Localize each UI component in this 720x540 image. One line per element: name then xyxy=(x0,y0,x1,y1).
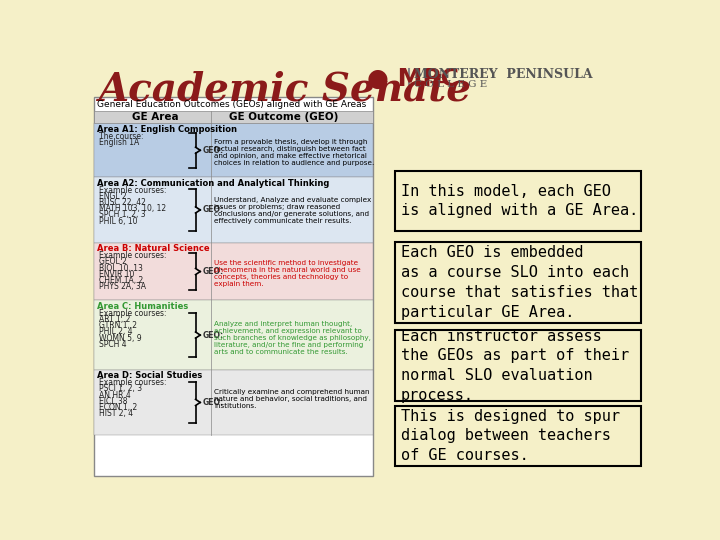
Text: Analyze and interpret human thought,
achievement, and expression relevant to
suc: Analyze and interpret human thought, ach… xyxy=(214,321,371,355)
Text: Critically examine and comprehend human
nature and behavior, social traditions, : Critically examine and comprehend human … xyxy=(214,389,369,409)
Text: CHEM 1A, 2: CHEM 1A, 2 xyxy=(99,276,143,285)
Text: C O L L E G E: C O L L E G E xyxy=(414,79,487,89)
FancyBboxPatch shape xyxy=(395,171,641,231)
Text: WOMN 5, 9: WOMN 5, 9 xyxy=(99,334,141,343)
Text: ART 1, 2: ART 1, 2 xyxy=(99,315,130,324)
Text: Example courses:: Example courses: xyxy=(99,251,166,260)
FancyBboxPatch shape xyxy=(395,242,641,323)
Bar xyxy=(94,111,373,123)
Text: Example courses:: Example courses: xyxy=(99,309,166,318)
Text: HIST 2, 4: HIST 2, 4 xyxy=(99,409,132,418)
FancyBboxPatch shape xyxy=(395,330,641,401)
Text: PSCI 1, 2, 3: PSCI 1, 2, 3 xyxy=(99,384,142,394)
Text: General Education Outcomes (GEOs) aligned with GE Areas: General Education Outcomes (GEOs) aligne… xyxy=(97,100,366,109)
Text: ● MPC: ● MPC xyxy=(367,66,459,91)
Text: GEO:: GEO: xyxy=(202,146,224,155)
Text: GEO:: GEO: xyxy=(202,267,224,276)
Bar xyxy=(94,177,373,242)
Text: Area B: Natural Science: Area B: Natural Science xyxy=(97,244,210,253)
Text: Example courses:: Example courses: xyxy=(99,186,166,195)
FancyBboxPatch shape xyxy=(395,406,641,466)
Text: Use the scientific method to investigate
phenomena in the natural world and use
: Use the scientific method to investigate… xyxy=(214,260,361,287)
Text: English 1A: English 1A xyxy=(99,138,139,147)
Text: GEO:: GEO: xyxy=(202,205,224,214)
Bar xyxy=(94,242,373,300)
Bar xyxy=(94,97,373,476)
Text: Academic Senate: Academic Senate xyxy=(98,70,471,109)
Bar xyxy=(94,123,373,177)
Text: MONTEREY  PENINSULA: MONTEREY PENINSULA xyxy=(414,68,593,82)
Text: Area A1: English Composition: Area A1: English Composition xyxy=(97,125,237,134)
Text: Understand, Analyze and evaluate complex
issues or problems; draw reasoned
concl: Understand, Analyze and evaluate complex… xyxy=(214,197,372,224)
Text: GTRN 1, 2: GTRN 1, 2 xyxy=(99,321,137,330)
Text: AN HR 4: AN HR 4 xyxy=(99,390,130,400)
Text: BUSC 22, 42: BUSC 22, 42 xyxy=(99,198,145,207)
Text: Example courses:: Example courses: xyxy=(99,379,166,387)
Text: SPCH 4: SPCH 4 xyxy=(99,340,126,349)
Text: Form a provable thesis, develop it through
factual research, distinguish between: Form a provable thesis, develop it throu… xyxy=(214,139,374,166)
Text: ENVIR 10: ENVIR 10 xyxy=(99,270,134,279)
Text: GEOL 2: GEOL 2 xyxy=(99,258,127,266)
Bar xyxy=(94,370,373,435)
Text: The course:: The course: xyxy=(99,132,143,141)
Text: This is designed to spur
dialog between teachers
of GE courses.: This is designed to spur dialog between … xyxy=(401,409,620,463)
Text: EICL 38: EICL 38 xyxy=(99,397,127,406)
Text: Area C: Humanities: Area C: Humanities xyxy=(97,302,188,311)
Bar xyxy=(94,300,373,370)
Text: SPCH 1, 2, 3: SPCH 1, 2, 3 xyxy=(99,211,145,219)
Text: ENGL 2: ENGL 2 xyxy=(99,192,126,201)
Text: GE Outcome (GEO): GE Outcome (GEO) xyxy=(229,112,338,122)
Text: PHIL 6, 10: PHIL 6, 10 xyxy=(99,217,137,226)
Text: Area A2: Communication and Analytical Thinking: Area A2: Communication and Analytical Th… xyxy=(97,179,329,188)
Text: In this model, each GEO
is aligned with a GE Area.: In this model, each GEO is aligned with … xyxy=(401,184,638,219)
Text: ECON 1, 2: ECON 1, 2 xyxy=(99,403,137,412)
Text: PHYS 2A, 3A: PHYS 2A, 3A xyxy=(99,282,145,291)
Text: GEO:: GEO: xyxy=(202,398,224,407)
Text: Each GEO is embedded
as a course SLO into each
course that satisfies that
partic: Each GEO is embedded as a course SLO int… xyxy=(401,245,638,320)
Text: PHIL 2, 4: PHIL 2, 4 xyxy=(99,327,132,336)
Text: BIOL 10, 13: BIOL 10, 13 xyxy=(99,264,143,273)
Text: GE Area: GE Area xyxy=(132,112,179,122)
Text: Each instructor assess
the GEOs as part of their
normal SLO evaluation
process.: Each instructor assess the GEOs as part … xyxy=(401,329,629,403)
Text: Area D: Social Studies: Area D: Social Studies xyxy=(97,372,202,380)
Text: MATH 103, 10, 12: MATH 103, 10, 12 xyxy=(99,204,166,213)
Text: GEO:: GEO: xyxy=(202,330,224,340)
